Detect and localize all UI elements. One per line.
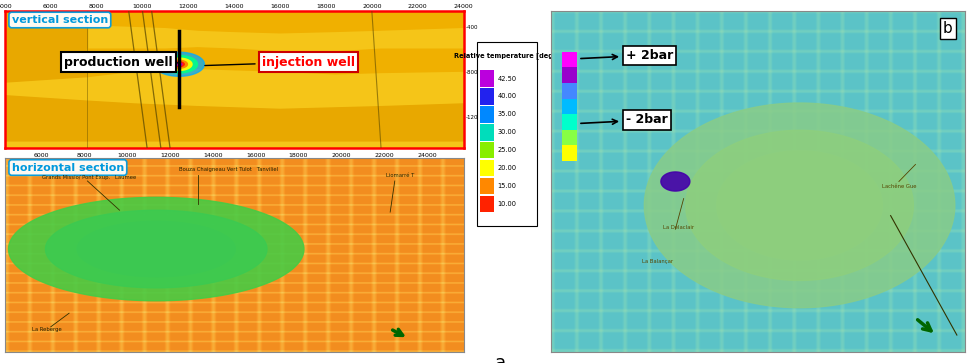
Bar (480, 124, 493, 140)
Text: 16000: 16000 (270, 4, 290, 9)
Text: Grands Missio/ Pont Exup.   Laumee: Grands Missio/ Pont Exup. Laumee (42, 175, 136, 180)
Text: Bouza Chaigneau Vert Tulot   Tanviliel: Bouza Chaigneau Vert Tulot Tanviliel (179, 167, 278, 172)
Text: 22000: 22000 (374, 153, 393, 158)
Bar (480, 196, 493, 212)
Bar (561, 114, 577, 130)
Text: 20000: 20000 (331, 153, 351, 158)
Text: 40.00: 40.00 (497, 94, 516, 99)
Polygon shape (5, 96, 463, 141)
Text: a: a (494, 354, 505, 363)
Text: 30.00: 30.00 (497, 129, 516, 135)
Polygon shape (5, 22, 87, 73)
Bar (480, 70, 493, 87)
Text: La Reberge: La Reberge (32, 327, 62, 332)
Bar (561, 146, 577, 161)
Polygon shape (77, 221, 235, 277)
Bar (480, 178, 493, 194)
Text: 14000: 14000 (203, 153, 222, 158)
Text: 24000: 24000 (417, 153, 436, 158)
Bar (561, 52, 577, 68)
Text: 8000: 8000 (77, 153, 92, 158)
Bar (480, 88, 493, 105)
Polygon shape (161, 56, 198, 73)
Text: 22000: 22000 (408, 4, 427, 9)
Text: La Delaclair: La Delaclair (662, 225, 694, 230)
Polygon shape (5, 25, 87, 82)
Text: 20.00: 20.00 (497, 165, 516, 171)
Text: 10000: 10000 (117, 153, 137, 158)
Text: 10000: 10000 (133, 4, 152, 9)
FancyBboxPatch shape (476, 42, 536, 226)
Bar (561, 68, 577, 83)
Bar (561, 83, 577, 99)
Polygon shape (87, 48, 463, 77)
Polygon shape (138, 242, 174, 256)
Text: -1200: -1200 (465, 115, 482, 120)
Text: b: b (942, 21, 952, 36)
Bar (561, 130, 577, 146)
Bar (480, 106, 493, 123)
Text: 8000: 8000 (89, 4, 105, 9)
Text: -400: -400 (465, 25, 478, 30)
Text: + 2bar: + 2bar (580, 49, 672, 62)
Text: 18000: 18000 (316, 4, 335, 9)
Polygon shape (174, 62, 184, 67)
Text: 10.00: 10.00 (497, 201, 516, 207)
Text: 6000: 6000 (34, 153, 49, 158)
Text: vertical section: vertical section (12, 15, 108, 25)
Text: Lachêne Gue: Lachêne Gue (882, 184, 916, 189)
Text: - 2bar: - 2bar (580, 114, 667, 126)
Polygon shape (171, 60, 187, 68)
Text: 35.00: 35.00 (497, 111, 516, 117)
Polygon shape (9, 197, 303, 301)
Text: 25.00: 25.00 (497, 147, 516, 153)
Text: injection well: injection well (204, 56, 355, 69)
Text: 20000: 20000 (361, 4, 381, 9)
Polygon shape (176, 63, 182, 66)
Text: 14000: 14000 (224, 4, 244, 9)
Polygon shape (716, 151, 882, 260)
Polygon shape (166, 58, 192, 70)
Polygon shape (154, 52, 204, 76)
Text: 6000: 6000 (43, 4, 58, 9)
Polygon shape (747, 171, 851, 240)
Polygon shape (660, 172, 689, 191)
Polygon shape (770, 187, 828, 224)
Text: -800: -800 (465, 70, 478, 75)
Polygon shape (643, 103, 953, 308)
Text: 12000: 12000 (178, 4, 198, 9)
Text: 12000: 12000 (160, 153, 179, 158)
Text: 4000: 4000 (0, 4, 13, 9)
Polygon shape (46, 210, 266, 288)
Text: production well: production well (64, 56, 179, 69)
Bar (480, 160, 493, 176)
Text: 24000: 24000 (453, 4, 473, 9)
Text: La Balançar: La Balançar (641, 260, 672, 264)
Text: 42.50: 42.50 (497, 76, 516, 82)
Text: 15.00: 15.00 (497, 183, 516, 189)
Polygon shape (122, 237, 190, 261)
Text: Liomarré T: Liomarré T (386, 173, 414, 178)
Bar (561, 99, 577, 114)
Bar (480, 142, 493, 159)
Text: 16000: 16000 (246, 153, 266, 158)
Text: 18000: 18000 (289, 153, 308, 158)
Text: horizontal section: horizontal section (12, 163, 124, 172)
Polygon shape (104, 231, 208, 268)
Polygon shape (5, 11, 463, 33)
Text: Relative temperature [degC]: Relative temperature [degC] (453, 52, 560, 59)
Polygon shape (685, 130, 913, 281)
